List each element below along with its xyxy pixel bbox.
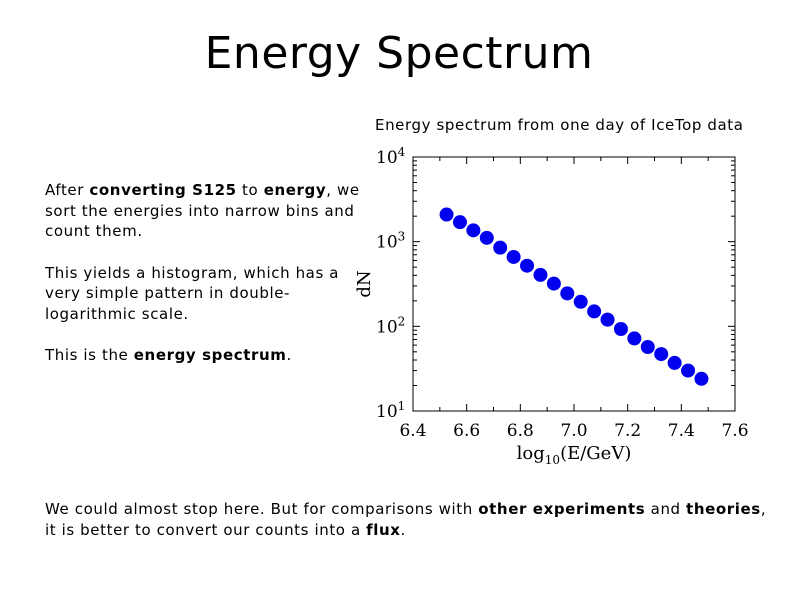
data-point xyxy=(560,286,575,301)
data-point xyxy=(533,267,548,282)
data-point xyxy=(600,312,615,327)
x-tick-label: 7.2 xyxy=(614,421,641,441)
description-text: After converting S125 to energy, we sort… xyxy=(45,180,365,387)
y-tick-labels: 101 102 103 104 xyxy=(376,145,406,422)
data-point xyxy=(640,340,655,355)
data-point xyxy=(452,215,467,230)
paragraph-converting: After converting S125 to energy, we sort… xyxy=(45,181,360,240)
x-tick-label: 6.4 xyxy=(399,421,426,441)
x-tick-label: 7.4 xyxy=(668,421,695,441)
data-point xyxy=(520,258,535,273)
data-point xyxy=(479,230,494,245)
y-tick-label: 102 xyxy=(376,314,405,337)
chart-caption: Energy spectrum from one day of IceTop d… xyxy=(375,116,744,134)
bottom-line-1: We could almost stop here. But for compa… xyxy=(45,500,767,518)
bottom-line-2: it is better to convert our counts into … xyxy=(45,520,406,539)
data-point xyxy=(439,207,454,222)
bottom-text: We could almost stop here. But for compa… xyxy=(45,499,798,540)
data-point xyxy=(546,276,561,291)
paragraph-histogram: This yields a histogram, which has a ver… xyxy=(45,263,340,323)
y-tick-label: 103 xyxy=(376,230,405,253)
data-point xyxy=(613,322,628,337)
data-point xyxy=(654,347,669,362)
data-point xyxy=(694,371,709,386)
data-point xyxy=(573,294,588,309)
axis-ticks xyxy=(412,156,736,412)
paragraph-energy-spectrum: This is the energy spectrum. xyxy=(45,346,292,364)
data-point xyxy=(681,363,696,378)
data-points xyxy=(439,207,709,386)
x-tick-label: 7.6 xyxy=(721,421,748,441)
y-tick-label: 104 xyxy=(376,145,406,168)
x-tick-label: 6.6 xyxy=(453,421,480,441)
y-tick-label: 101 xyxy=(376,399,405,422)
y-axis-label: dN xyxy=(354,270,375,297)
data-point xyxy=(466,223,481,238)
data-point xyxy=(627,331,642,346)
energy-spectrum-chart: 6.4 6.6 6.8 7.0 7.2 7.4 7.6 101 102 103 104 log10… xyxy=(354,145,749,465)
data-point xyxy=(493,240,508,255)
x-tick-label: 6.8 xyxy=(507,421,534,441)
data-point xyxy=(587,304,602,319)
x-axis-label: log10(E/GeV) xyxy=(517,443,632,465)
data-point xyxy=(667,355,682,370)
x-tick-label: 7.0 xyxy=(560,421,587,441)
data-point xyxy=(506,249,521,264)
slide-title: Energy Spectrum xyxy=(204,28,594,79)
x-tick-labels: 6.4 6.6 6.8 7.0 7.2 7.4 7.6 xyxy=(399,421,748,441)
